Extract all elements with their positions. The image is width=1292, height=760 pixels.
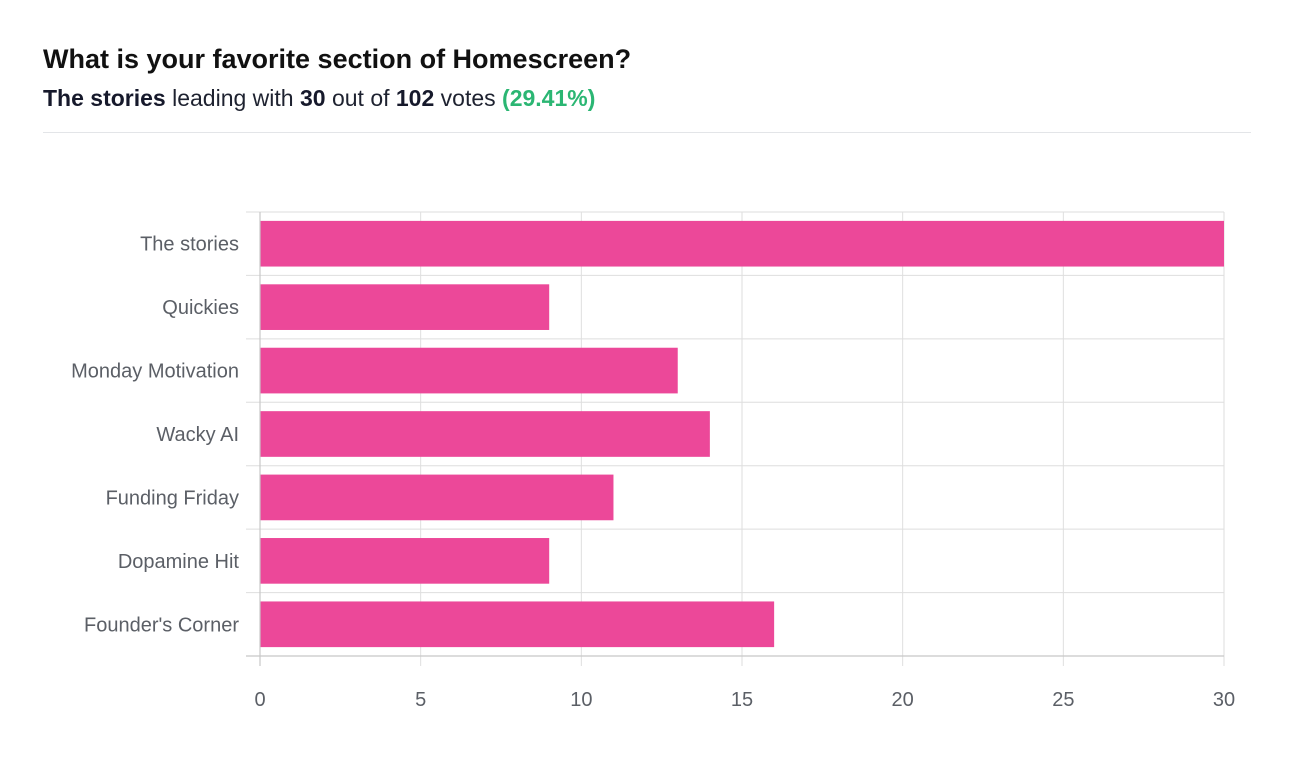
- x-tick-label: 20: [892, 689, 914, 711]
- bar: [260, 220, 1224, 267]
- category-label: Quickies: [162, 297, 239, 319]
- category-label: Dopamine Hit: [118, 551, 240, 573]
- category-label: Funding Friday: [106, 487, 239, 509]
- axis-layer: [246, 212, 1224, 666]
- category-label: Wacky AI: [156, 424, 239, 446]
- leader-name: The stories: [43, 85, 166, 111]
- label-layer: 0 5 10 15 20 25 30 The stories Quickies Monday Mo…: [71, 234, 1235, 711]
- category-label: Founder's Corner: [84, 614, 239, 636]
- out-of-text: out of: [331, 85, 390, 111]
- bar: [260, 601, 775, 648]
- leader-votes: 30: [299, 85, 326, 111]
- x-tick-label: 5: [415, 689, 426, 711]
- x-tick-label: 30: [1213, 689, 1235, 711]
- poll-question: What is your favorite section of Homescr…: [43, 44, 632, 74]
- poll-summary: The stories leading with 30 out of 102 v…: [43, 82, 1251, 114]
- category-label: The stories: [140, 234, 239, 256]
- bar: [260, 284, 550, 330]
- poll-header: What is your favorite section of Homescr…: [43, 40, 1251, 114]
- header-divider: [43, 132, 1251, 133]
- x-tick-label: 25: [1052, 689, 1074, 711]
- x-tick-label: 0: [254, 689, 265, 711]
- total-votes: 102: [395, 85, 435, 111]
- bar: [260, 474, 614, 521]
- leading-with-text: leading with: [172, 85, 294, 111]
- x-tick-label: 10: [570, 689, 592, 711]
- bar: [260, 411, 710, 457]
- category-label: Monday Motivation: [71, 361, 239, 383]
- bar-layer: [260, 220, 1224, 648]
- x-tick-label: 15: [731, 689, 753, 711]
- leader-percent: (29.41%): [502, 85, 596, 111]
- bar: [260, 538, 550, 584]
- bar: [260, 347, 678, 394]
- votes-word: votes: [440, 85, 496, 111]
